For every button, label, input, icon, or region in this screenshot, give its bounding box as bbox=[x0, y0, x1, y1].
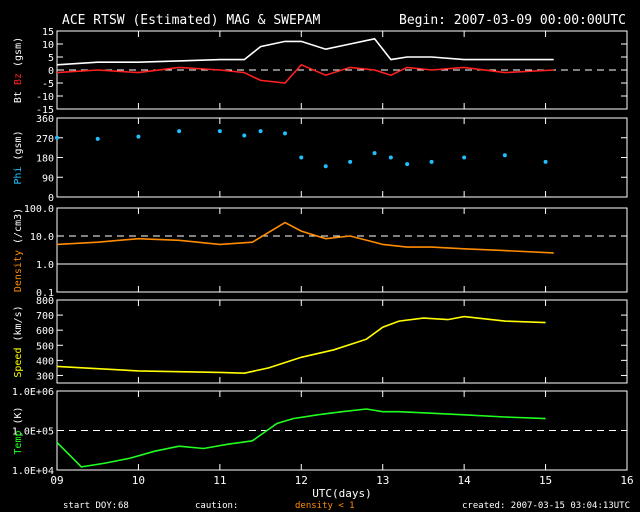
y-tick-label: 600 bbox=[36, 326, 54, 337]
series-phi-point bbox=[405, 162, 410, 167]
series-phi-point bbox=[136, 134, 141, 139]
x-tick-label: 11 bbox=[213, 474, 226, 487]
y-tick-label: 300 bbox=[36, 371, 54, 382]
y-axis-label-part: (gsm) bbox=[13, 37, 24, 73]
x-tick-label: 09 bbox=[50, 474, 63, 487]
series-phi-point bbox=[502, 153, 507, 158]
series-phi-point bbox=[55, 135, 59, 140]
created-timestamp: created: 2007-03-15 03:04:13UTC bbox=[462, 501, 630, 511]
y-tick-label: 10.0 bbox=[30, 232, 54, 243]
panel-0: 15 10 5 0 -5 -10 -15 Bt Bz (gsm) bbox=[13, 27, 628, 116]
y-axis-label: Temp (K) bbox=[13, 406, 24, 454]
y-tick-label: 0 bbox=[48, 66, 54, 77]
y-tick-label: 180 bbox=[36, 154, 54, 165]
series-bz-line bbox=[56, 63, 554, 84]
series-phi bbox=[55, 129, 548, 169]
series-density-line bbox=[56, 221, 554, 254]
y-tick-label: 700 bbox=[36, 311, 54, 322]
series-phi-point bbox=[372, 151, 377, 156]
x-tick-label: 10 bbox=[132, 474, 145, 487]
y-tick-label: 1.0E+05 bbox=[12, 427, 54, 438]
panel-1: 360 270 180 90 0 Phi (gsm) bbox=[13, 114, 628, 204]
y-tick-label: 270 bbox=[36, 134, 54, 145]
y-axis-label-part: Bz bbox=[13, 73, 24, 91]
x-tick-label: 15 bbox=[539, 474, 552, 487]
series-phi-point bbox=[177, 129, 182, 134]
series-phi-point bbox=[429, 159, 434, 164]
y-axis-label-part: (km/s) bbox=[13, 305, 24, 347]
caution-label: caution: bbox=[195, 501, 238, 511]
y-tick-label: 500 bbox=[36, 341, 54, 352]
y-axis-label-part: (K) bbox=[13, 406, 24, 430]
y-tick-label: 0 bbox=[48, 193, 54, 204]
series-phi-point bbox=[462, 155, 467, 160]
panels: 15 10 5 0 -5 -10 -15 Bt Bz (gsm) 360 270 180 90 0 Phi… bbox=[12, 27, 634, 500]
panel-frame bbox=[56, 299, 628, 384]
y-tick-label: 90 bbox=[42, 173, 54, 184]
y-tick-label: 100.0 bbox=[24, 204, 54, 215]
y-axis-label-part: Speed bbox=[13, 348, 24, 378]
y-tick-label: -5 bbox=[42, 79, 54, 90]
y-axis-label-part: Density bbox=[13, 250, 24, 292]
y-tick-label: 15 bbox=[42, 27, 54, 38]
y-axis-label: Phi (gsm) bbox=[13, 130, 24, 184]
y-tick-label: 400 bbox=[36, 356, 54, 367]
y-tick-label: 1.0 bbox=[36, 260, 54, 271]
panel-4: 1.0E+06 1.0E+05 1.0E+04 Temp (K) bbox=[12, 387, 628, 477]
x-tick-label: 13 bbox=[376, 474, 389, 487]
series-phi-point bbox=[95, 136, 100, 141]
series-phi-point bbox=[299, 155, 304, 160]
y-axis-label-part: Bt bbox=[13, 91, 24, 103]
y-tick-label: -10 bbox=[36, 92, 54, 103]
x-tick-label: 12 bbox=[295, 474, 308, 487]
y-tick-label: 1.0E+04 bbox=[12, 466, 54, 477]
start-doy-value: 68 bbox=[118, 501, 129, 511]
panel-3: 800 700 600 500 400 300 Speed (km/s) bbox=[13, 296, 628, 384]
y-axis-label-part: (/cm3) bbox=[13, 208, 24, 250]
y-tick-label: -15 bbox=[36, 105, 54, 116]
y-axis-label-part: Temp bbox=[13, 431, 24, 455]
series-bt-line bbox=[56, 37, 554, 66]
figure-title: ACE RTSW (Estimated) MAG & SWEPAM bbox=[62, 13, 320, 28]
x-tick-label: 16 bbox=[620, 474, 633, 487]
panel-2: 100.0 10.0 1.0 0.1 Density (/cm3) bbox=[13, 204, 628, 299]
start-doy-label: start DOY: bbox=[63, 501, 117, 511]
y-tick-label: 0.1 bbox=[36, 288, 54, 299]
series-phi-point bbox=[283, 131, 287, 136]
y-tick-label: 1.0E+06 bbox=[12, 387, 54, 398]
series-phi-point bbox=[217, 129, 222, 134]
series-phi-point bbox=[388, 155, 393, 160]
y-tick-label: 800 bbox=[36, 296, 54, 307]
series-phi-point bbox=[242, 133, 247, 138]
series-phi-point bbox=[258, 129, 263, 134]
x-tick-label: 14 bbox=[458, 474, 472, 487]
y-tick-label: 360 bbox=[36, 114, 54, 125]
y-axis-label: Speed (km/s) bbox=[13, 305, 24, 377]
y-axis-label-part: Phi bbox=[13, 167, 24, 185]
series-phi-point bbox=[348, 159, 353, 164]
y-axis-label-part: (gsm) bbox=[13, 130, 24, 166]
series-temp-line bbox=[56, 408, 546, 468]
x-axis-label: UTC(days) bbox=[312, 487, 372, 500]
series-speed-line bbox=[56, 315, 546, 375]
series-phi-point bbox=[543, 159, 548, 164]
y-tick-label: 5 bbox=[48, 53, 54, 64]
panel-frame bbox=[56, 207, 628, 293]
begin-time: Begin: 2007-03-09 00:00:00UTC bbox=[399, 13, 626, 28]
y-axis-label: Bt Bz (gsm) bbox=[13, 37, 24, 103]
series-phi-point bbox=[323, 164, 328, 169]
y-axis-label: Density (/cm3) bbox=[13, 208, 24, 292]
caution-text: density < 1 bbox=[295, 501, 355, 511]
y-tick-label: 10 bbox=[42, 40, 54, 51]
